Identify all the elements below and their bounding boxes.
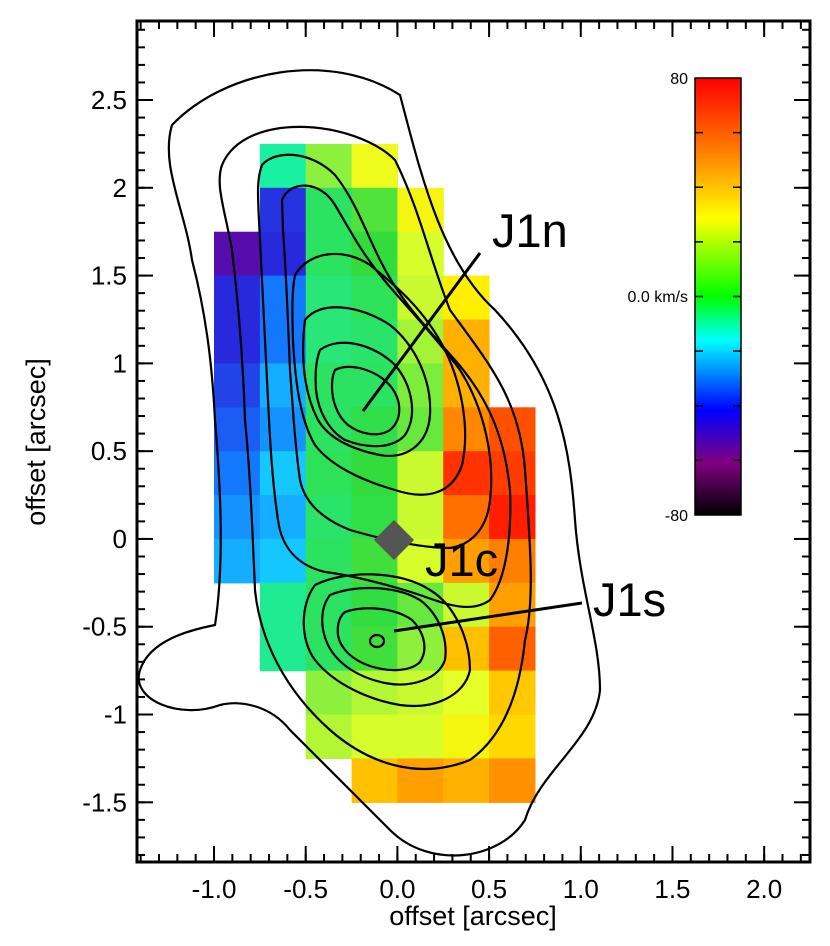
velocity-cell <box>351 319 398 364</box>
j1n-pointer-line <box>361 252 482 412</box>
velocity-cell <box>397 714 444 759</box>
contour-level-4 <box>280 184 493 550</box>
velocity-cell <box>305 407 353 452</box>
velocity-cell <box>259 626 307 672</box>
y-axis-title: offset [arcsec] <box>21 358 51 526</box>
contour-level-6 <box>302 306 432 458</box>
velocity-cell <box>443 670 490 716</box>
flux-contours <box>137 69 602 857</box>
y-tick-label: 0.5 <box>91 436 127 466</box>
y-tick-label: -0.5 <box>82 612 127 642</box>
velocity-cells <box>214 143 536 803</box>
contour-level-5 <box>291 252 467 496</box>
y-tick-label: 2.5 <box>91 85 127 115</box>
y-tick-label: 1 <box>113 348 127 378</box>
j1s-pointer-line <box>393 601 583 633</box>
contour-level-8 <box>330 365 401 436</box>
velocity-cell <box>397 407 444 452</box>
contour-level-3 <box>256 153 512 609</box>
velocity-cell <box>443 451 490 496</box>
y-tick-label: 1.5 <box>91 261 127 291</box>
velocity-cell <box>305 714 353 759</box>
velocity-cell <box>489 714 536 759</box>
velocity-cell <box>259 582 307 628</box>
contour-s-level-2 <box>321 587 447 686</box>
velocity-cell <box>351 758 398 803</box>
x-axis-title: offset [arcsec] <box>389 901 557 931</box>
x-tick-label: 0.5 <box>471 874 507 904</box>
velocity-cell <box>259 495 307 540</box>
velocity-cell <box>489 670 536 716</box>
velocity-cell <box>305 495 353 540</box>
x-tick-label: -0.5 <box>283 874 328 904</box>
colorbar-label-max: 80 <box>670 71 688 88</box>
velocity-cell <box>443 495 490 540</box>
y-tick-label: -1 <box>104 700 127 730</box>
velocity-cell <box>351 714 398 759</box>
velocity-cell <box>259 407 307 452</box>
contour-level-2 <box>218 125 532 771</box>
velocity-cell <box>489 451 536 496</box>
velocity-cell <box>305 363 353 408</box>
x-tick-label: 0.0 <box>379 874 415 904</box>
velocity-cell <box>259 275 307 321</box>
annotation-j1c: J1c <box>425 533 498 586</box>
contour-s-level-3 <box>336 607 426 672</box>
colorbar-label-min: -80 <box>665 508 688 525</box>
x-tick-label: 1.0 <box>563 874 599 904</box>
velocity-cell <box>259 143 307 189</box>
velocity-cell <box>214 451 261 496</box>
colorbar-label-zero: 0.0 km/s <box>628 289 688 306</box>
velocity-cell <box>397 231 444 277</box>
velocity-cell <box>214 407 261 452</box>
axis-ticks <box>137 21 810 862</box>
contour-level-1 <box>137 69 602 857</box>
velocity-cell <box>214 319 261 364</box>
velocity-cell <box>397 758 444 803</box>
velocity-cell <box>397 451 444 496</box>
velocity-cell <box>443 626 490 672</box>
velocity-cell <box>259 319 307 364</box>
velocity-cell <box>397 670 444 716</box>
velocity-cell <box>443 363 490 408</box>
velocity-cell <box>443 407 490 452</box>
plot-frame <box>135 19 812 864</box>
x-tick-label: 2.0 <box>746 874 782 904</box>
velocity-cell <box>305 143 353 189</box>
velocity-cell <box>443 538 490 584</box>
velocity-cell <box>214 363 261 408</box>
axis-tick-labels: -1.0 -0.5 0.0 0.5 1.0 1.5 2.0 -1.5 -1 -0.5 0 0.5 1 1.… <box>82 85 782 904</box>
velocity-cell <box>397 363 444 408</box>
y-tick-label: -1.5 <box>82 787 127 817</box>
y-tick-label: 2 <box>113 173 127 203</box>
velocity-cell <box>351 626 398 672</box>
colorbar-ticks <box>695 131 741 462</box>
annotation-j1n: J1n <box>492 204 568 257</box>
velocity-cell <box>351 143 398 189</box>
velocity-cell <box>489 626 536 672</box>
y-tick-label: 0 <box>113 524 127 554</box>
x-tick-label: -1.0 <box>192 874 237 904</box>
annotation-pointers <box>361 252 583 633</box>
velocity-cell <box>443 714 490 759</box>
velocity-cell <box>259 538 307 584</box>
velocity-cell <box>214 231 261 277</box>
contour-s-level-1 <box>302 573 472 708</box>
velocity-cell <box>305 187 353 233</box>
velocity-cell <box>351 187 398 233</box>
velocity-cell <box>305 670 353 716</box>
velocity-cell <box>489 758 536 803</box>
velocity-cell <box>489 538 536 584</box>
annotation-j1s: J1s <box>593 573 666 626</box>
contour-level-7 <box>314 341 414 448</box>
center-marker-diamond <box>374 520 414 560</box>
x-tick-label: 1.5 <box>654 874 690 904</box>
contour-s-peak <box>368 633 386 649</box>
